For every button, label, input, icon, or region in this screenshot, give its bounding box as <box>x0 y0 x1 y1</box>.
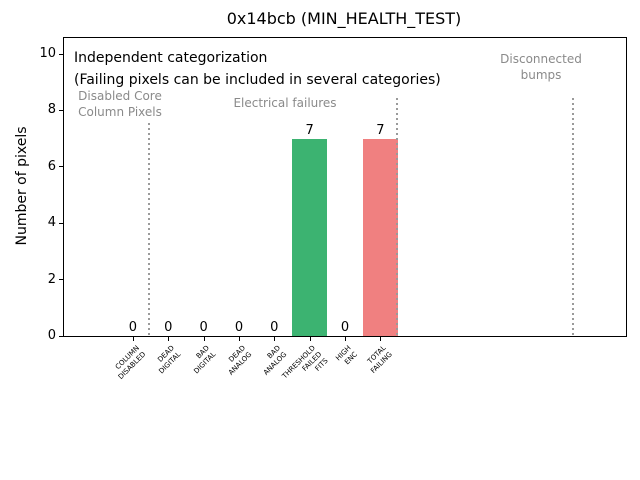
x-tick-label: DEAD DIGITAL <box>156 344 183 376</box>
bar-total-failing <box>363 138 398 336</box>
bar-value-label: 0 <box>199 320 208 335</box>
bar-value-label: 0 <box>128 320 138 335</box>
bar-value-label: 7 <box>305 122 314 138</box>
y-tick-mark <box>59 53 63 55</box>
bar-threshold-failed-fits <box>292 138 327 336</box>
x-tick-mark <box>132 337 134 341</box>
y-tick-mark <box>59 222 63 224</box>
region-separator-line <box>395 98 398 336</box>
y-tick-mark <box>59 335 63 337</box>
region-separator-line <box>148 123 151 336</box>
plot-area: 0 0 0 0 0 7 0 7 0 2 4 6 8 10 COLUMN DISABLED DEAD DIG… <box>39 37 627 381</box>
x-tick-mark <box>380 337 382 341</box>
x-tick-label: COLUMN DISABLED <box>113 344 147 381</box>
chart-annotation: (Failing pixels can be included in sever… <box>74 72 441 88</box>
y-tick-label: 2 <box>47 271 56 287</box>
chart-title: 0x14bcb (MIN_HEALTH_TEST) <box>226 9 462 28</box>
x-tick-mark <box>309 337 311 341</box>
x-tick-label: THRESHOLD FAILED FITS <box>281 344 330 381</box>
y-tick-label: 6 <box>47 158 56 174</box>
x-tick-label: TOTAL FAILING <box>366 344 395 375</box>
bar-value-label: 7 <box>376 122 385 138</box>
region-separator-line <box>572 98 575 336</box>
y-tick-label: 0 <box>47 328 56 343</box>
bar-value-label: 0 <box>340 320 350 335</box>
chart-annotation: Disabled Core Column Pixels <box>78 89 162 119</box>
x-tick-mark <box>203 337 205 341</box>
y-tick-label: 10 <box>39 46 56 62</box>
x-tick-mark <box>238 337 240 341</box>
bar-value-label: 0 <box>164 320 173 335</box>
x-tick-label: DEAD ANALOG <box>226 344 253 377</box>
x-tick-mark <box>274 337 276 341</box>
chart-annotation: Disconnected bumps <box>500 52 582 82</box>
chart-annotation: Electrical failures <box>233 96 337 110</box>
x-tick-mark <box>345 337 346 341</box>
y-tick-mark <box>59 279 63 281</box>
y-tick-mark <box>59 109 63 111</box>
bar-value-label: 0 <box>270 320 279 335</box>
x-tick-label: BAD DIGITAL <box>192 344 218 376</box>
chart-annotation: Independent categorization <box>74 50 268 66</box>
y-tick-label: 8 <box>47 102 56 118</box>
x-tick-mark <box>168 337 170 341</box>
y-tick-label: 4 <box>47 215 56 231</box>
y-tick-mark <box>59 166 63 168</box>
x-tick-label: HIGH ENC <box>334 344 359 367</box>
bar-value-label: 0 <box>234 320 244 335</box>
